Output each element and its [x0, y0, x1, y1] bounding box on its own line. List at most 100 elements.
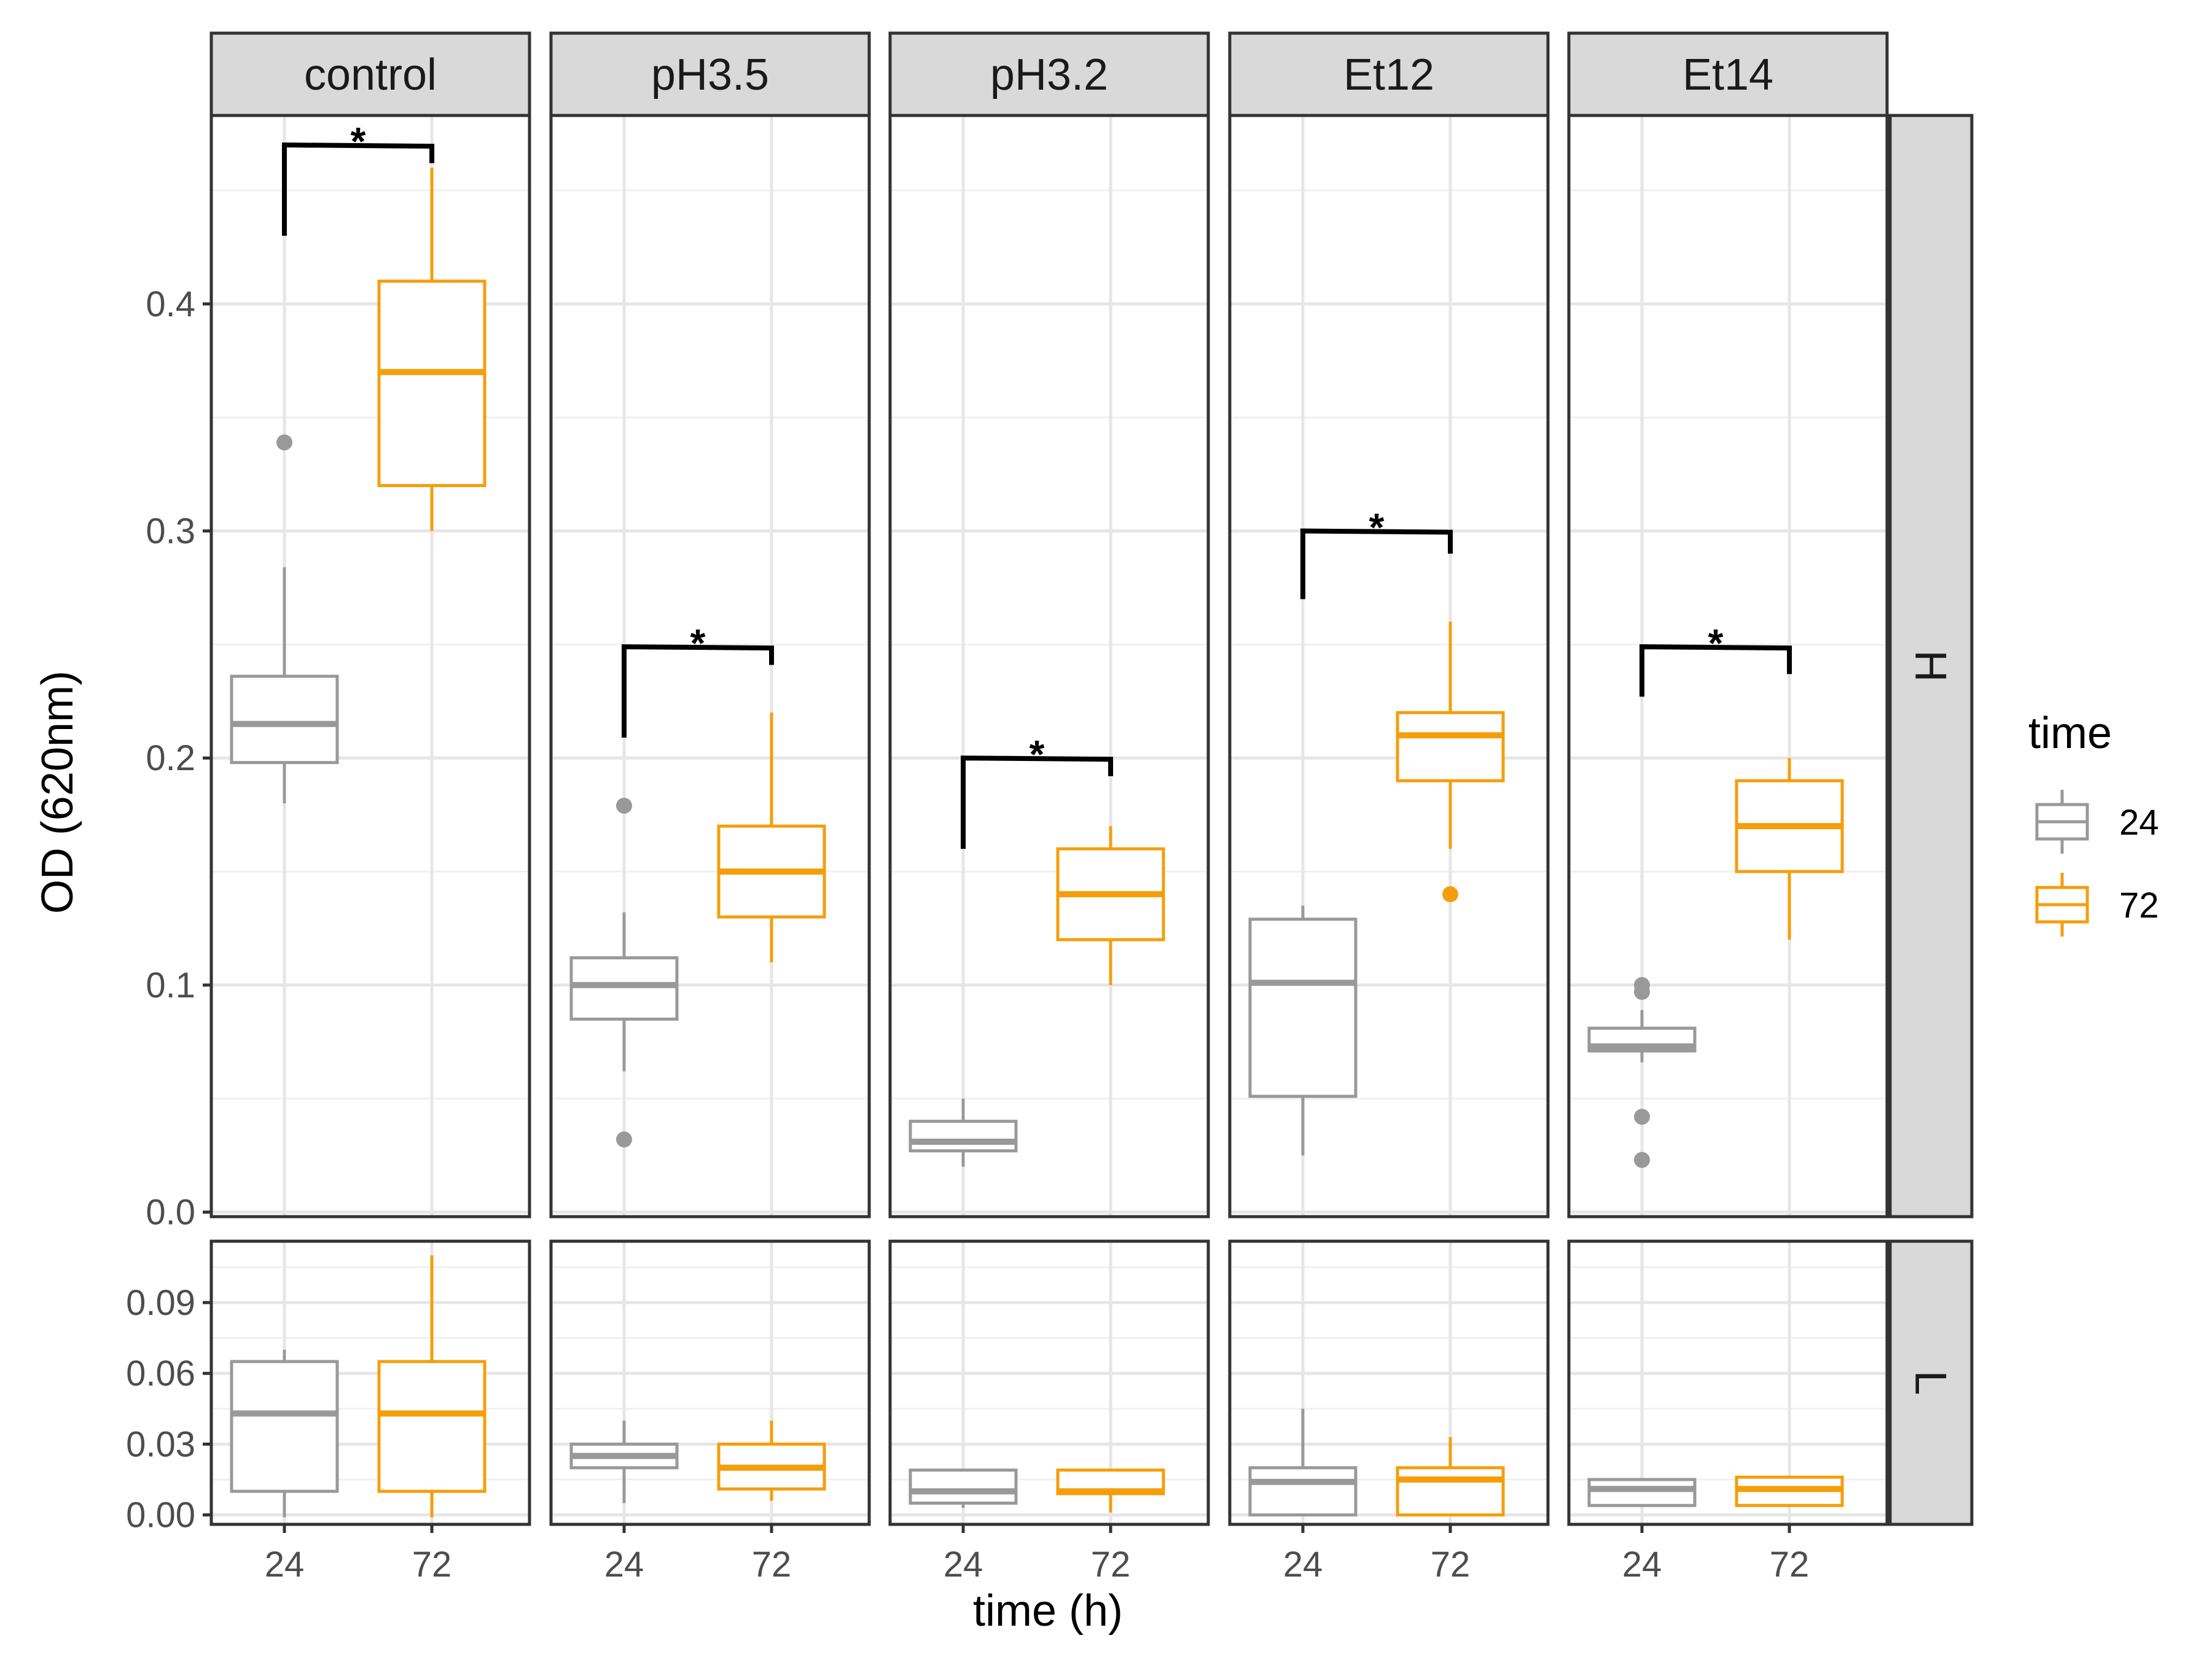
y-axis-H: 0.0 0.1 0.2 0.3 0.4 — [146, 284, 211, 1233]
y-axis-L: 0.00 0.03 0.06 0.09 — [126, 1283, 211, 1535]
panel-pH3.2-H: * — [888, 114, 1210, 1219]
box-iqr — [377, 1360, 487, 1493]
y-tick-label: 0.06 — [126, 1354, 195, 1394]
box-control-L-24 — [230, 1349, 339, 1518]
panel-control-L — [209, 1239, 531, 1526]
significance-bracket-pH3.5: * — [621, 621, 775, 738]
box-pH3.2-H-72 — [1056, 826, 1165, 985]
column-strip-label: control — [304, 50, 437, 99]
row-strip-label: L — [1906, 1370, 1955, 1395]
row-strip-H: H — [1888, 114, 1974, 1219]
row-strip-label: H — [1906, 650, 1955, 682]
column-strips: control pH3.5 pH3.2 Et12 Et14 — [209, 31, 1889, 117]
panel-border — [549, 1239, 871, 1526]
panel-border — [888, 1239, 1210, 1526]
box-iqr — [377, 279, 487, 488]
column-strip-Et14: Et14 — [1567, 31, 1889, 117]
outlier-point — [1633, 984, 1650, 1000]
bracket-line — [960, 755, 1114, 849]
box-Et12-H-24 — [1248, 905, 1358, 1156]
outlier-point — [1633, 1152, 1650, 1168]
x-axes: 24 72 24 72 24 72 24 72 24 72 — [265, 1524, 1809, 1585]
significance-label: * — [1030, 732, 1045, 776]
box-control-H-72 — [377, 168, 487, 531]
panel-control-H: * — [209, 114, 531, 1219]
panel-border — [1228, 1239, 1550, 1526]
box-pH3.5-L-24 — [569, 1420, 679, 1503]
box-iqr — [1396, 1466, 1505, 1517]
column-strip-pH3.5: pH3.5 — [549, 31, 871, 117]
box-pH3.2-H-24 — [909, 1098, 1018, 1167]
panel-background — [551, 115, 869, 1217]
column-strip-background — [549, 31, 871, 117]
x-tick-label: 72 — [412, 1545, 452, 1585]
x-tick-label: 24 — [604, 1545, 644, 1585]
column-strip-background — [209, 31, 531, 117]
box-iqr — [909, 1468, 1018, 1505]
row-strip-background — [1888, 1239, 1974, 1526]
box-Et14-L-24 — [1587, 1478, 1697, 1507]
row-strip-background — [1888, 114, 1974, 1219]
legend-title: time — [2028, 709, 2112, 758]
box-iqr — [230, 1360, 339, 1493]
panel-pH3.2-L — [888, 1239, 1210, 1526]
column-strip-Et12: Et12 — [1228, 31, 1550, 117]
box-iqr — [1248, 1466, 1358, 1517]
significance-label: * — [1369, 505, 1385, 550]
column-strip-label: pH3.2 — [990, 50, 1108, 99]
outlier-point — [276, 434, 292, 451]
box-iqr — [1396, 711, 1505, 782]
y-tick-label: 0.0 — [146, 1193, 195, 1233]
y-tick-label: 0.00 — [126, 1495, 195, 1535]
box-Et14-L-72 — [1735, 1475, 1844, 1507]
y-tick-label: 0.2 — [146, 738, 195, 778]
significance-label: * — [351, 119, 366, 163]
y-axis-title: OD (620nm) — [33, 671, 82, 914]
box-Et14-H-24 — [1587, 977, 1697, 1168]
x-axis-title: time (h) — [973, 1586, 1123, 1636]
y-tick-label: 0.1 — [146, 965, 195, 1005]
column-strip-background — [888, 31, 1210, 117]
box-Et12-L-24 — [1248, 1408, 1358, 1517]
x-axis-control: 24 72 — [265, 1524, 452, 1585]
panel-Et12-L — [1228, 1239, 1550, 1526]
panel-pH3.5-H: * — [549, 114, 871, 1219]
box-Et14-H-72 — [1735, 758, 1844, 940]
bracket-line — [1639, 644, 1792, 697]
significance-bracket-pH3.2: * — [960, 732, 1114, 849]
panel-border — [209, 1239, 531, 1526]
column-strip-label: pH3.5 — [651, 50, 769, 99]
box-pH3.2-L-72 — [1056, 1468, 1165, 1513]
row-strip-L: L — [1888, 1239, 1974, 1526]
box-iqr — [569, 956, 679, 1021]
panel-border — [1567, 1239, 1889, 1526]
row-strips: HL — [1888, 114, 1974, 1526]
box-pH3.5-L-72 — [717, 1420, 826, 1501]
column-strip-background — [1228, 31, 1550, 117]
x-tick-label: 72 — [752, 1545, 792, 1585]
box-iqr — [1248, 918, 1358, 1098]
outlier-point — [616, 1131, 632, 1148]
box-control-H-24 — [230, 434, 339, 804]
box-iqr — [1587, 1478, 1697, 1507]
y-tick-label: 0.03 — [126, 1424, 195, 1464]
x-tick-label: 72 — [1091, 1545, 1131, 1585]
outlier-point — [1442, 886, 1459, 903]
column-strip-pH3.2: pH3.2 — [888, 31, 1210, 117]
significance-label: * — [1708, 621, 1724, 665]
y-axes: 0.0 0.1 0.2 0.3 0.4 0.00 0.03 0.06 0.09 — [126, 284, 211, 1535]
legend-entry-24: 24 — [2035, 790, 2159, 854]
x-axis-pH3.5: 24 72 — [604, 1524, 792, 1585]
significance-label: * — [690, 621, 706, 665]
legend-label: 72 — [2119, 886, 2159, 926]
facet-panels: * * * * * — [209, 114, 1889, 1526]
box-iqr — [230, 674, 339, 765]
legend-label: 24 — [2119, 803, 2159, 843]
x-tick-label: 24 — [1622, 1545, 1662, 1585]
x-tick-label: 24 — [265, 1545, 305, 1585]
box-Et12-L-72 — [1396, 1437, 1505, 1517]
panel-background — [890, 115, 1208, 1217]
significance-bracket-Et14: * — [1639, 621, 1792, 697]
significance-bracket-control: * — [281, 119, 435, 236]
